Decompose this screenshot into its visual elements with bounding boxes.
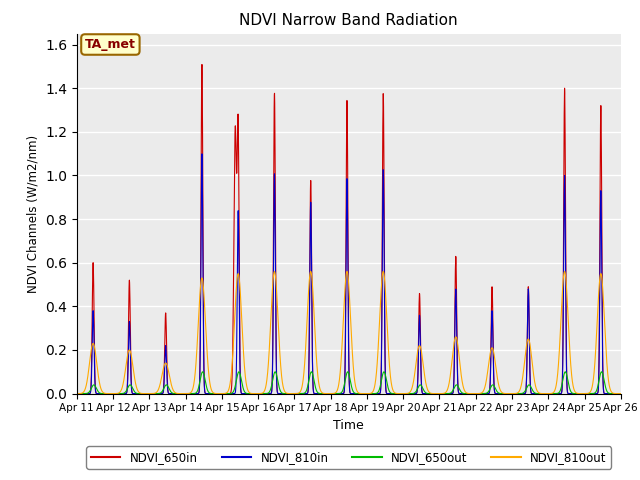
Legend: NDVI_650in, NDVI_810in, NDVI_650out, NDVI_810out: NDVI_650in, NDVI_810in, NDVI_650out, NDV…: [86, 446, 611, 469]
X-axis label: Time: Time: [333, 419, 364, 432]
Title: NDVI Narrow Band Radiation: NDVI Narrow Band Radiation: [239, 13, 458, 28]
Y-axis label: NDVI Channels (W/m2/nm): NDVI Channels (W/m2/nm): [26, 134, 40, 293]
Text: TA_met: TA_met: [85, 38, 136, 51]
